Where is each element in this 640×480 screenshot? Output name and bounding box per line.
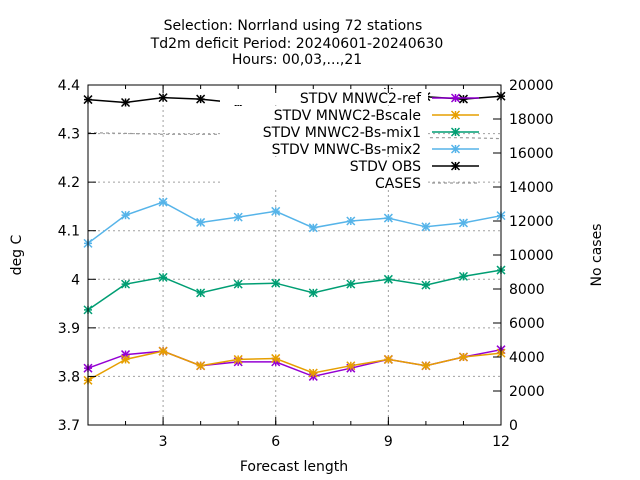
data-point [158, 272, 168, 282]
y-tick-label: 3.8 [58, 369, 80, 385]
data-point [346, 361, 356, 371]
legend-entry: STDV MNWC-Bs-mix2 [220, 140, 479, 158]
data-point [421, 361, 431, 371]
y-axis-label: deg C [9, 234, 25, 275]
data-point [196, 288, 206, 298]
y2-tick-label: 6000 [509, 316, 545, 332]
chart-title: Selection: Norrland using 72 stations Td… [150, 18, 444, 68]
data-point [121, 354, 131, 364]
y2-tick-label: 14000 [509, 180, 554, 196]
title-line-1: Selection: Norrland using 72 stations [164, 18, 423, 34]
title-line-3: Hours: 00,03,...,21 [232, 52, 362, 68]
axes: 3.7 3.8 3.9 4 4.1 4.2 4.3 4.4 3 6 9 120 2000 4000 6000… [58, 78, 554, 450]
y-tick-label: 4.1 [58, 224, 80, 240]
y-tick-label: 4.3 [58, 127, 80, 143]
data-point [383, 274, 393, 284]
legend-label-bg [220, 157, 428, 173]
legend-label-bg [220, 140, 428, 156]
data-point [271, 353, 281, 363]
data-point [383, 354, 393, 364]
data-point [271, 206, 281, 216]
legend-sample-marker [450, 144, 461, 154]
data-point [271, 278, 281, 288]
y2-tick-label: 2000 [509, 384, 545, 400]
data-point [458, 218, 468, 228]
x-axis-label: Forecast length [240, 459, 348, 475]
series-stdv-mnwc2-bscale [83, 346, 506, 385]
data-point [421, 222, 431, 232]
y2-tick-label: 12000 [509, 214, 554, 230]
legend-entry: STDV MNWC2-Bscale [220, 106, 479, 124]
legend-entry: CASES [220, 174, 479, 192]
series-line [87, 201, 502, 244]
series-stdv-mnwc-bs-mix2 [83, 197, 506, 248]
data-point [458, 94, 468, 104]
y2-tick-label: 8000 [509, 282, 545, 298]
data-point [346, 216, 356, 226]
y2-tick-label: 16000 [509, 146, 554, 162]
legend-entry: STDV OBS [220, 157, 479, 175]
data-point [233, 212, 243, 222]
legend-label-bg [220, 106, 428, 122]
legend-label: CASES [375, 176, 421, 192]
data-point [121, 210, 131, 220]
series-stdv-mnwc2-ref [83, 345, 506, 381]
data-point [158, 93, 168, 103]
data-point [158, 346, 168, 356]
y2-tick-label: 10000 [509, 248, 554, 264]
legend-entry: STDV MNWC2-ref [220, 89, 479, 107]
y-tick-label: 3.7 [58, 418, 80, 434]
data-point [196, 361, 206, 371]
data-point [308, 368, 318, 378]
x-tick-label: 6 [271, 434, 280, 450]
y2-tick-label: 18000 [509, 112, 554, 128]
series-stdv-mnwc2-bs-mix1 [83, 265, 506, 315]
legend-label-bg [220, 89, 428, 105]
y2-tick-label: 20000 [509, 78, 554, 94]
y-tick-label: 4.4 [58, 78, 80, 94]
data-point [383, 213, 393, 223]
legend-label-bg [220, 174, 428, 190]
data-point [121, 279, 131, 289]
legend-label-bg [220, 123, 428, 139]
y2-axis-label: No cases [589, 224, 605, 287]
legend-label: STDV MNWC-Bs-mix2 [272, 142, 421, 158]
x-tick-label: 3 [159, 434, 168, 450]
y-tick-label: 4 [71, 272, 80, 288]
data-point [346, 279, 356, 289]
series-line [87, 350, 502, 381]
y-tick-label: 4.2 [58, 175, 80, 191]
title-line-2: Td2m deficit Period: 20240601-20240630 [150, 36, 444, 52]
series-line [87, 269, 502, 311]
data-point [421, 280, 431, 290]
data-point [458, 271, 468, 281]
x-tick-label: 12 [492, 434, 510, 450]
data-point [158, 197, 168, 207]
y2-tick-label: 4000 [509, 350, 545, 366]
legend-sample-marker [450, 127, 461, 137]
legend-label: STDV OBS [350, 159, 421, 175]
data-point [196, 94, 206, 104]
x-tick-label: 9 [384, 434, 393, 450]
y2-tick-label: 0 [509, 418, 518, 434]
legend-label: STDV MNWC2-Bs-mix1 [263, 125, 421, 141]
legend-label: STDV MNWC2-ref [300, 91, 422, 107]
legend-label: STDV MNWC2-Bscale [274, 108, 421, 124]
legend-sample-marker [450, 93, 461, 103]
data-point [233, 354, 243, 364]
data-point [196, 217, 206, 227]
legend-sample-marker [450, 110, 461, 120]
legend-entry: STDV MNWC2-Bs-mix1 [220, 123, 479, 141]
legend-sample-marker [450, 161, 461, 171]
data-point [233, 279, 243, 289]
data-point [121, 97, 131, 108]
data-point [308, 223, 318, 233]
y-tick-label: 3.9 [58, 321, 80, 337]
data-point [458, 352, 468, 362]
data-point [308, 288, 318, 298]
